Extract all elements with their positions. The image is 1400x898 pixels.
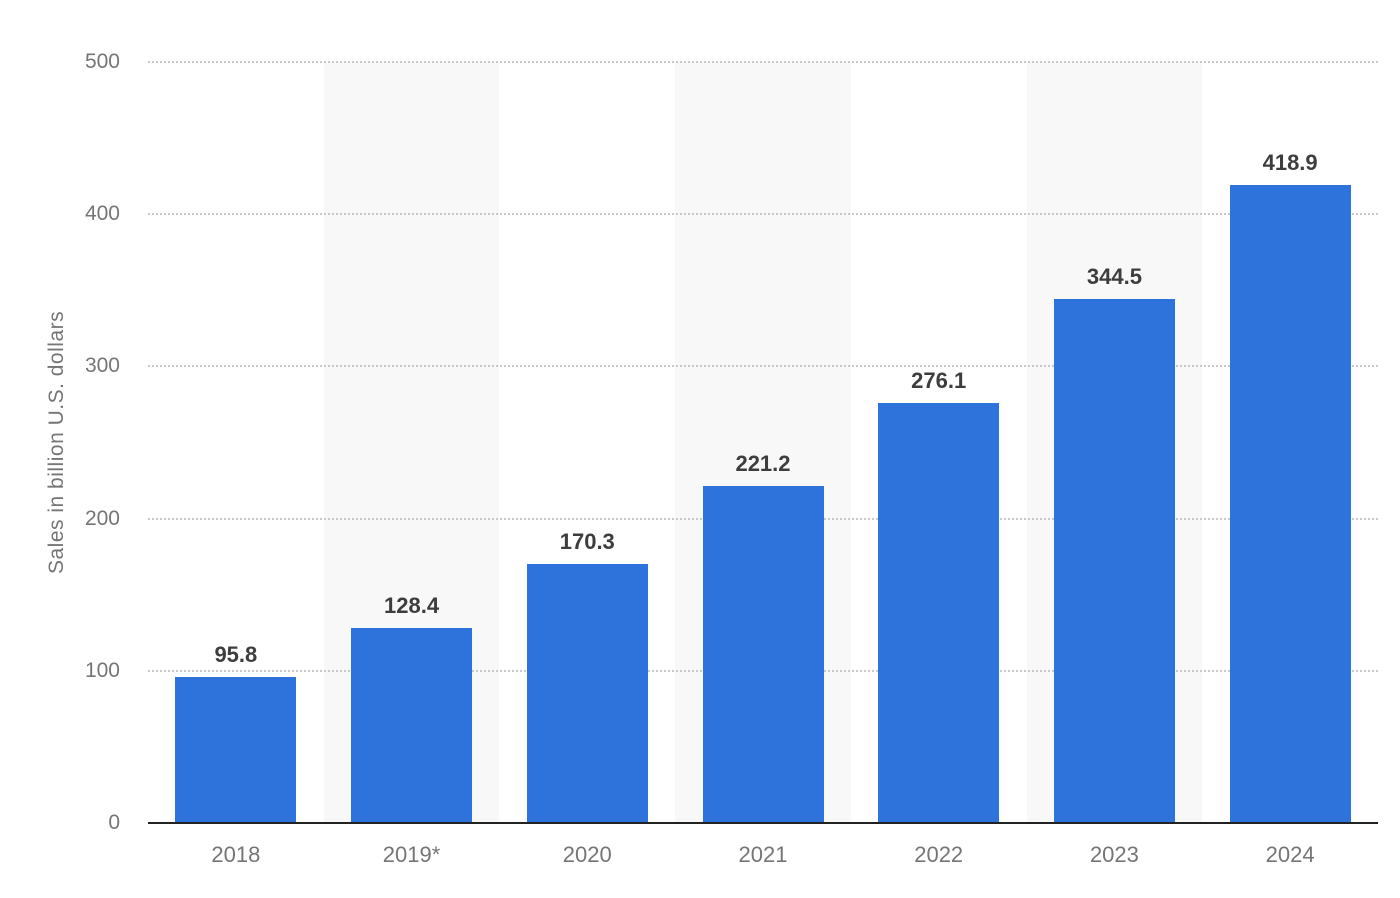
bar-value-label-2022: 276.1 <box>911 367 967 393</box>
x-axis-label-2021: 2021 <box>738 842 788 867</box>
bar-2021[interactable] <box>702 486 824 823</box>
x-axis-label-2018: 2018 <box>211 842 261 867</box>
gridline-400 <box>148 213 1378 216</box>
x-axis-line <box>148 822 1378 824</box>
x-axis-label-2020: 2020 <box>562 842 612 867</box>
y-axis-tick-label: 500 <box>84 50 120 73</box>
bar-2019[interactable] <box>351 627 473 823</box>
bar-2022[interactable] <box>878 402 1000 823</box>
y-axis-tick-label: 0 <box>108 811 120 834</box>
x-axis: 2018 2019* 2020 2021 2022 2023 2024 <box>148 824 1378 884</box>
bar-value-label-2019: 128.4 <box>384 592 440 618</box>
bar-value-label-2021: 221.2 <box>735 451 791 477</box>
bar-value-label-2018: 95.8 <box>214 642 258 668</box>
y-axis-tick-label: 100 <box>84 658 120 682</box>
bar-2024[interactable] <box>1229 185 1351 823</box>
bar-2020[interactable] <box>526 563 648 823</box>
x-axis-label-2019: 2019* <box>382 842 441 867</box>
bar-2023[interactable] <box>1053 298 1175 823</box>
bar-value-label-2023: 344.5 <box>1086 263 1142 289</box>
bar-2018[interactable] <box>175 677 297 823</box>
gridline-300 <box>148 365 1378 368</box>
x-axis-label-2022: 2022 <box>914 842 964 867</box>
y-axis-tick-label: 200 <box>84 506 120 530</box>
bar-value-label-2024: 418.9 <box>1262 150 1318 176</box>
plot-area: 95.8 128.4 170.3 221.2 276.1 344.5 418.9 <box>148 61 1378 823</box>
y-axis: 0 100 200 300 400 500 <box>28 50 120 834</box>
x-axis-label-2024: 2024 <box>1265 842 1315 867</box>
y-axis-tick-label: 300 <box>84 354 120 378</box>
gridline-500 <box>148 61 1378 63</box>
x-axis-label-2023: 2023 <box>1089 842 1139 867</box>
bar-value-label-2020: 170.3 <box>559 528 615 554</box>
y-axis-tick-label: 400 <box>84 202 120 226</box>
